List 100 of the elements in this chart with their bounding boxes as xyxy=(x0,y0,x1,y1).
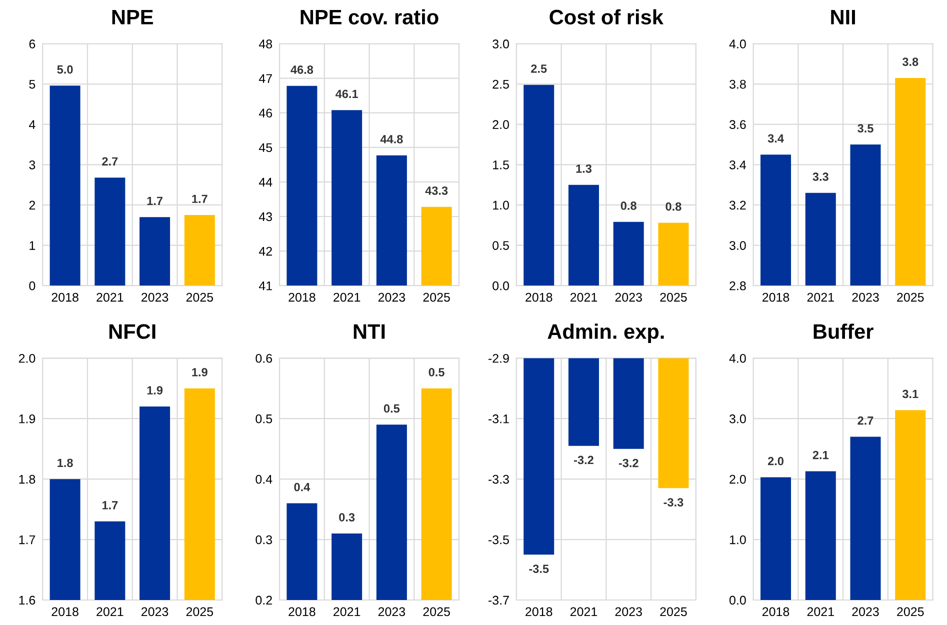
data-label: 5.0 xyxy=(57,65,73,74)
x-tick-label: 2025 xyxy=(423,292,450,302)
y-tick-label: 4 xyxy=(29,120,36,129)
y-tick-label: 47 xyxy=(258,74,272,83)
x-tick-label: 2021 xyxy=(570,607,598,616)
y-tick-label: 0.5 xyxy=(256,414,272,424)
y-tick-label: 3 xyxy=(29,160,36,170)
y-tick-label: 1.9 xyxy=(19,414,36,424)
data-label: 1.7 xyxy=(192,194,208,203)
y-tick-label: 3.0 xyxy=(729,241,746,250)
data-label: 0.5 xyxy=(428,368,444,376)
y-tick-label: 2 xyxy=(29,200,36,210)
x-tick-label: 2018 xyxy=(526,292,552,302)
x-tick-label: 2025 xyxy=(186,607,214,616)
data-label: 3.5 xyxy=(858,124,874,133)
y-tick-label: 0.6 xyxy=(256,354,272,363)
bar xyxy=(524,84,554,286)
x-tick-label: 2023 xyxy=(852,607,879,616)
y-tick-label: 2.0 xyxy=(730,474,746,484)
y-tick-label: 4.0 xyxy=(729,354,746,363)
y-tick-label: 3.2 xyxy=(729,200,746,210)
data-label: -3.3 xyxy=(664,498,684,507)
data-label: -3.2 xyxy=(618,458,638,468)
y-tick-label: -3.5 xyxy=(488,535,509,544)
y-tick-label: 1.8 xyxy=(19,474,36,484)
y-tick-label: 0.5 xyxy=(492,241,509,250)
x-tick-label: 2025 xyxy=(897,292,924,302)
y-tick-label: 2.0 xyxy=(492,120,509,130)
x-tick-label: 2018 xyxy=(288,607,316,616)
data-label: -3.5 xyxy=(529,564,549,574)
x-tick-label: 2021 xyxy=(570,292,598,302)
y-tick-label: 1.7 xyxy=(19,535,36,544)
data-label: 2.0 xyxy=(768,456,784,466)
y-tick-label: 1 xyxy=(30,241,36,250)
data-label: 2.1 xyxy=(812,450,829,460)
chart-title: NPE xyxy=(112,10,153,24)
data-label: -3.2 xyxy=(574,456,594,464)
y-tick-label: 1.0 xyxy=(730,535,746,544)
y-tick-label: 2.5 xyxy=(492,80,509,89)
bar xyxy=(613,222,644,286)
y-tick-label: 3.8 xyxy=(729,80,746,89)
bar xyxy=(184,215,215,286)
x-tick-label: 2021 xyxy=(334,607,360,616)
y-tick-label: 0.4 xyxy=(256,474,272,484)
data-label: 3.3 xyxy=(812,172,828,181)
data-label: 0.5 xyxy=(384,404,400,413)
bar xyxy=(805,471,836,600)
chart-title: NII xyxy=(831,10,855,24)
y-tick-label: 48 xyxy=(258,40,272,48)
data-label: 44.8 xyxy=(380,134,403,144)
bar xyxy=(658,222,689,286)
x-tick-label: 2023 xyxy=(378,292,406,302)
data-label: 1.8 xyxy=(58,458,73,468)
y-tick-label: 1.0 xyxy=(493,200,509,210)
data-label: 43.3 xyxy=(425,186,448,195)
y-tick-label: 1.6 xyxy=(19,596,36,605)
x-tick-label: 2023 xyxy=(378,607,406,616)
y-tick-label: 46 xyxy=(258,108,272,118)
x-tick-label: 2025 xyxy=(660,607,687,616)
data-label: 1.9 xyxy=(192,368,208,376)
y-tick-label: 0.2 xyxy=(256,596,272,605)
data-label: 3.8 xyxy=(902,58,918,66)
y-tick-label: 0.0 xyxy=(492,281,509,290)
x-tick-label: 2025 xyxy=(423,607,450,616)
x-tick-label: 2023 xyxy=(615,607,642,616)
chart-title: NTI xyxy=(354,324,385,339)
y-tick-label: -3.7 xyxy=(488,596,509,605)
x-tick-label: 2023 xyxy=(142,292,168,302)
chart-title: NPE cov. ratio xyxy=(300,9,438,25)
data-label: 2.5 xyxy=(531,64,547,73)
y-tick-label: 6 xyxy=(29,40,36,48)
x-tick-label: 2018 xyxy=(762,607,790,616)
y-tick-label: 4.0 xyxy=(729,40,746,48)
data-label: 0.4 xyxy=(294,482,310,492)
x-tick-label: 2023 xyxy=(615,292,642,302)
x-tick-label: 2025 xyxy=(660,292,687,302)
y-tick-label: -2.9 xyxy=(488,354,509,363)
x-tick-label: 2021 xyxy=(334,292,360,302)
x-tick-label: 2025 xyxy=(897,607,924,616)
data-label: 46.8 xyxy=(290,66,314,74)
data-label: 0.3 xyxy=(339,513,355,522)
bar xyxy=(568,184,599,286)
y-tick-label: -3.1 xyxy=(488,414,509,424)
data-label: 0.8 xyxy=(666,202,682,211)
data-label: 3.1 xyxy=(902,390,918,398)
data-label: 1.7 xyxy=(147,196,162,205)
x-tick-label: 2018 xyxy=(762,292,790,302)
bar xyxy=(850,436,881,600)
bar xyxy=(140,217,170,286)
y-tick-label: 3.4 xyxy=(729,160,746,170)
chart-title: Admin. exp. xyxy=(548,324,664,344)
data-label: 2.7 xyxy=(858,416,874,425)
data-label: 1.9 xyxy=(147,386,163,395)
y-tick-label: 41 xyxy=(258,282,272,290)
y-tick-label: 3.0 xyxy=(492,40,509,48)
bar xyxy=(94,178,126,286)
y-tick-label: 3.0 xyxy=(729,414,746,424)
y-tick-label: 45 xyxy=(258,143,272,152)
y-tick-label: 0.3 xyxy=(256,535,272,544)
x-tick-label: 2021 xyxy=(96,292,124,302)
